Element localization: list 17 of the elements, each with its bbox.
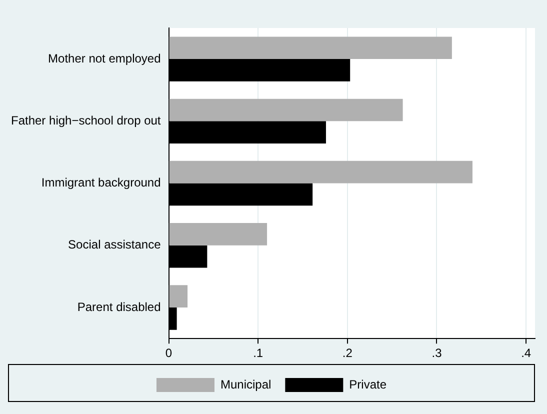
bar	[169, 98, 403, 122]
x-tick-label: .1	[253, 346, 264, 360]
y-tick-label: Mother not employed	[48, 51, 161, 66]
y-tick-label: Parent disabled	[77, 300, 161, 314]
legend-label: Private	[349, 377, 387, 392]
legend-label: Municipal	[220, 377, 272, 392]
y-tick-label: Social assistance	[68, 238, 162, 252]
bar	[169, 36, 452, 60]
bar	[169, 285, 188, 308]
x-tick-label: 0	[165, 346, 172, 360]
y-tick-label: Father high−school drop out	[11, 113, 162, 128]
x-tick-label: .4	[521, 346, 532, 360]
x-tick-label: .3	[432, 346, 442, 360]
y-tick-label: Immigrant background	[41, 176, 161, 190]
bar	[169, 223, 268, 246]
x-tick-label: .2	[342, 346, 353, 360]
bar	[169, 160, 472, 184]
